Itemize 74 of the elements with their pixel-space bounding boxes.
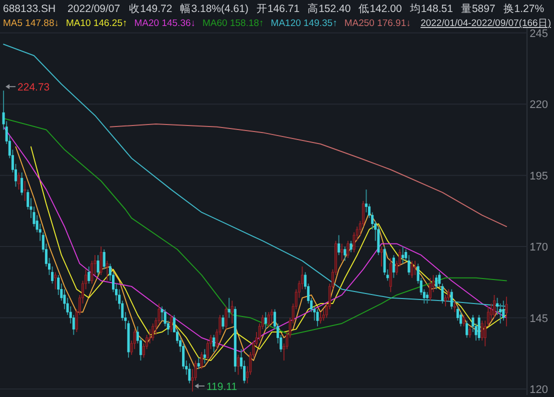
candlestick — [54, 272, 57, 290]
candlestick — [426, 292, 428, 304]
text: MA20 145.36↓ — [134, 18, 196, 29]
candlestick — [267, 312, 270, 327]
candlestick — [392, 254, 395, 278]
candlestick — [18, 172, 20, 190]
candlestick — [350, 240, 352, 253]
candlestick — [346, 240, 350, 258]
candlestick — [340, 243, 344, 262]
chart-title: 688133.SH — [3, 3, 56, 15]
candlestick — [197, 357, 200, 370]
text: 均148.51 — [408, 3, 454, 15]
candlestick — [450, 288, 453, 310]
candlestick — [344, 246, 346, 262]
candlestick — [502, 300, 505, 322]
candlestick — [338, 234, 340, 256]
line-series — [110, 124, 507, 228]
y-tick-label: 170 — [530, 242, 548, 254]
candlestick — [466, 320, 468, 338]
annotation: 224.73 — [18, 82, 50, 94]
candlestick — [236, 354, 240, 376]
y-tick-label: 220 — [530, 99, 548, 112]
x-axis-title: 2022/01/04-2022/09/07(166日) — [420, 18, 551, 29]
y-tick-label: 145 — [530, 312, 548, 325]
candlestick — [505, 296, 508, 327]
candlestick — [96, 254, 100, 276]
candlestick — [228, 297, 230, 318]
candlestick — [429, 277, 432, 302]
candlestick — [102, 248, 106, 270]
candlestick — [264, 312, 267, 330]
text: MA60 158.18↑ — [202, 18, 264, 29]
candlestick — [462, 314, 466, 327]
candlestick — [230, 300, 234, 324]
text: MA10 146.25↑ — [66, 18, 128, 29]
chart-subtitle: 2022/09/07 — [68, 3, 120, 15]
candlestick — [200, 351, 203, 370]
candlestick — [414, 260, 416, 276]
text: MA5 147.88↓ — [3, 18, 59, 29]
candlestick — [435, 274, 438, 290]
candlestick — [170, 314, 172, 333]
y-tick-label: 195 — [530, 170, 548, 182]
candlestick — [224, 306, 228, 330]
text: 量5897 — [460, 3, 496, 15]
candlestick — [100, 246, 102, 276]
candlestick — [402, 246, 404, 264]
text: 换1.27% — [503, 3, 544, 15]
candlestick — [316, 308, 319, 327]
candlestick — [410, 260, 414, 278]
y-tick-label: 120 — [530, 384, 548, 396]
candlestick — [188, 362, 191, 384]
candlestick — [389, 257, 392, 293]
candlestick — [380, 246, 383, 267]
candlestick — [478, 314, 480, 342]
candlestick — [319, 312, 322, 324]
candlestick — [203, 348, 206, 364]
text: 幅3.18%(4.61) — [180, 3, 248, 15]
text: MA250 176.91↓ — [344, 18, 411, 29]
text: 收149.72 — [129, 3, 172, 15]
candlestick — [106, 260, 108, 282]
candlestick — [88, 266, 90, 284]
text: 开146.71 — [256, 3, 300, 15]
text: 高152.40 — [308, 2, 351, 15]
y-tick-label: 245 — [530, 28, 548, 40]
candlestick — [222, 314, 224, 330]
text: 低142.00 — [358, 3, 402, 15]
text: MA120 149.35↑ — [270, 18, 338, 29]
candlestick — [212, 334, 216, 352]
candlestick — [468, 326, 472, 338]
candlestick — [453, 300, 456, 313]
annotation: 119.11 — [206, 381, 238, 393]
candlestick — [493, 294, 496, 318]
candlestick — [24, 180, 26, 202]
candlestick — [270, 308, 274, 324]
candlestick — [20, 172, 24, 196]
